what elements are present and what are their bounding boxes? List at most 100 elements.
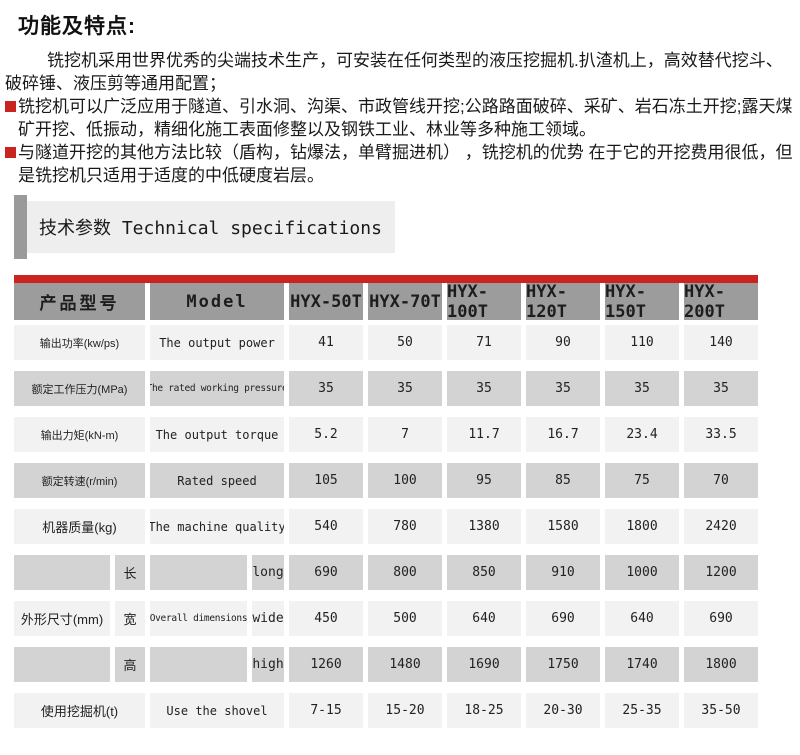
value-cell: 540 <box>289 509 363 544</box>
value-cell: 780 <box>368 509 442 544</box>
value-cell: 71 <box>447 325 521 360</box>
value-cell: 800 <box>368 555 442 590</box>
value-cell: 11.7 <box>447 417 521 452</box>
table-row: 输出力矩(kN-m) The output torque 5.2 7 11.7 16.7 2… <box>14 417 758 452</box>
value-cell: 105 <box>289 463 363 498</box>
page-title: 功能及特点: <box>18 15 136 38</box>
table-row: 额定转速(r/min) Rated speed 105 100 95 85 75 70 <box>14 463 758 498</box>
value-cell: 35 <box>447 371 521 406</box>
row-label-zh <box>14 555 110 590</box>
row-label-en: Use the shovel <box>150 693 284 728</box>
row-sublabel-zh: 宽 <box>115 601 145 636</box>
value-cell: 850 <box>447 555 521 590</box>
value-cell: 85 <box>526 463 600 498</box>
intro-paragraph: 与隧道开挖的其他方法比较（盾构，钻爆法，单臂掘进机） ，铣挖机的优势 在于它的开… <box>5 141 794 187</box>
table-row: 外形尺寸(mm) 宽 Overall dimensions wide 450 500 640… <box>14 601 758 636</box>
section-title-box: 技术参数 Technical specifications <box>27 201 395 253</box>
value-cell: 1800 <box>684 647 758 682</box>
value-cell: 35 <box>605 371 679 406</box>
value-cell: 50 <box>368 325 442 360</box>
table-row: 额定工作压力(MPa) The rated working pressure 35 3… <box>14 371 758 406</box>
value-cell: 41 <box>289 325 363 360</box>
row-label-zh: 使用挖掘机(t) <box>14 693 145 728</box>
red-square-bullet-icon <box>5 147 16 158</box>
value-cell: 75 <box>605 463 679 498</box>
header-cell-model-3: HYX-120T <box>526 283 600 320</box>
header-cell-model-1: HYX-70T <box>368 283 442 320</box>
value-cell: 70 <box>684 463 758 498</box>
spec-table-rows: 输出功率(kw/ps) The output power 41 50 71 90 110 14… <box>14 325 758 728</box>
value-cell: 1000 <box>605 555 679 590</box>
header-cell-product-model-zh: 产品型号 <box>14 283 145 320</box>
header-cell-model-0: HYX-50T <box>289 283 363 320</box>
value-cell: 35 <box>368 371 442 406</box>
value-cell: 35-50 <box>684 693 758 728</box>
row-label-zh: 额定转速(r/min) <box>14 463 145 498</box>
value-cell: 640 <box>605 601 679 636</box>
value-cell: 15-20 <box>368 693 442 728</box>
row-label-en: Rated speed <box>150 463 284 498</box>
table-row: 长 long 690 800 850 910 1000 1200 <box>14 555 758 590</box>
value-cell: 7-15 <box>289 693 363 728</box>
row-label-en: Overall dimensions <box>150 601 247 636</box>
value-cell: 35 <box>684 371 758 406</box>
row-label-zh: 机器质量(kg) <box>14 509 145 544</box>
table-row: 使用挖掘机(t) Use the shovel 7-15 15-20 18-25 20-3… <box>14 693 758 728</box>
value-cell: 7 <box>368 417 442 452</box>
value-cell: 690 <box>289 555 363 590</box>
value-cell: 5.2 <box>289 417 363 452</box>
value-cell: 450 <box>289 601 363 636</box>
row-label-zh: 输出力矩(kN-m) <box>14 417 145 452</box>
row-sublabel-en: wide <box>252 601 284 636</box>
red-square-bullet-icon <box>5 101 16 112</box>
intro-paragraph: 铣挖机采用世界优秀的尖端技术生产，可安装在任何类型的液压挖掘机.扒渣机上，高效替… <box>5 49 794 95</box>
spec-table-header-row: 产品型号 Model HYX-50T HYX-70T HYX-100T HYX-120T H… <box>14 283 758 320</box>
intro-paragraphs: 铣挖机采用世界优秀的尖端技术生产，可安装在任何类型的液压挖掘机.扒渣机上，高效替… <box>5 49 794 187</box>
table-row: 输出功率(kw/ps) The output power 41 50 71 90 110 14… <box>14 325 758 360</box>
value-cell: 1690 <box>447 647 521 682</box>
row-sublabel-zh: 长 <box>115 555 145 590</box>
value-cell: 20-30 <box>526 693 600 728</box>
row-sublabel-zh: 高 <box>115 647 145 682</box>
header-cell-model-en: Model <box>150 283 284 320</box>
section-header: 技术参数 Technical specifications <box>14 195 800 259</box>
header-cell-model-4: HYX-150T <box>605 283 679 320</box>
value-cell: 16.7 <box>526 417 600 452</box>
intro-paragraph-text: 铣挖机可以广泛应用于隧道、引水洞、沟渠、市政管线开挖;公路路面破碎、采矿、岩石冻… <box>18 97 793 139</box>
value-cell: 1740 <box>605 647 679 682</box>
value-cell: 1260 <box>289 647 363 682</box>
row-label-en: The output torque <box>150 417 284 452</box>
header-cell-model-5: HYX-200T <box>684 283 758 320</box>
section-title: 技术参数 Technical specifications <box>39 218 382 239</box>
row-label-zh <box>14 647 110 682</box>
value-cell: 640 <box>447 601 521 636</box>
value-cell: 100 <box>368 463 442 498</box>
section-accent-bar <box>14 195 27 259</box>
value-cell: 25-35 <box>605 693 679 728</box>
table-top-accent-bar <box>14 275 758 283</box>
row-label-en: The output power <box>150 325 284 360</box>
value-cell: 910 <box>526 555 600 590</box>
table-row: 机器质量(kg) The machine quality 540 780 1380 158… <box>14 509 758 544</box>
value-cell: 1200 <box>684 555 758 590</box>
row-label-zh: 外形尺寸(mm) <box>14 601 110 636</box>
value-cell: 33.5 <box>684 417 758 452</box>
row-label-en <box>150 647 247 682</box>
value-cell: 1750 <box>526 647 600 682</box>
value-cell: 1380 <box>447 509 521 544</box>
row-label-en: The machine quality <box>150 509 284 544</box>
value-cell: 500 <box>368 601 442 636</box>
value-cell: 690 <box>684 601 758 636</box>
value-cell: 110 <box>605 325 679 360</box>
value-cell: 1480 <box>368 647 442 682</box>
row-label-zh: 输出功率(kw/ps) <box>14 325 145 360</box>
row-sublabel-en: high <box>252 647 284 682</box>
spec-table: 产品型号 Model HYX-50T HYX-70T HYX-100T HYX-120T H… <box>14 275 758 728</box>
row-label-en: The rated working pressure <box>150 371 284 406</box>
value-cell: 140 <box>684 325 758 360</box>
row-label-en <box>150 555 247 590</box>
value-cell: 90 <box>526 325 600 360</box>
header-cell-model-2: HYX-100T <box>447 283 521 320</box>
value-cell: 35 <box>289 371 363 406</box>
